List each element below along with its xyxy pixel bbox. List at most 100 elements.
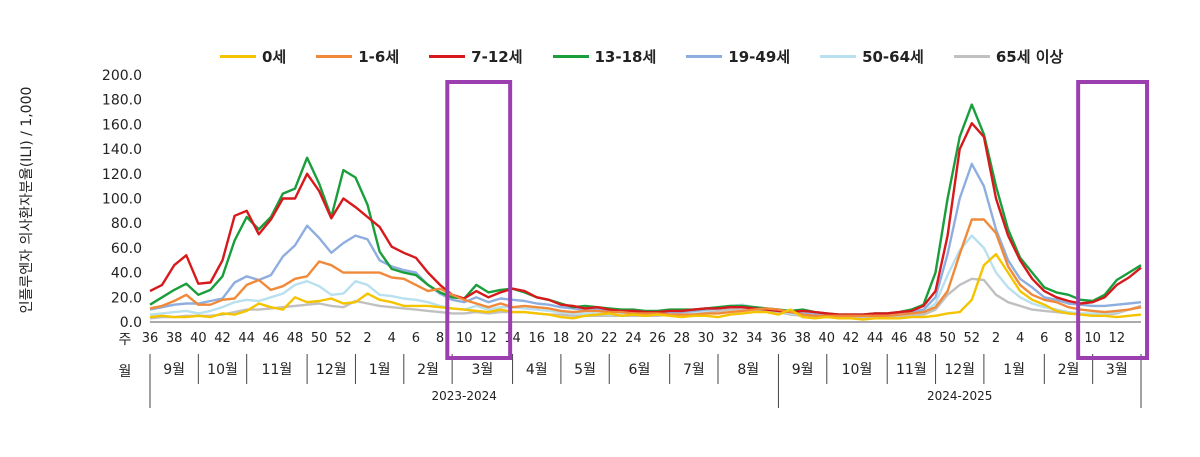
highlight-box [445, 80, 513, 360]
week-tick-label: 28 [673, 331, 690, 346]
week-tick-label: 34 [746, 331, 763, 346]
month-label: 9월 [792, 362, 814, 378]
highlight-box [1076, 80, 1150, 360]
y-tick-label: 180.0 [102, 93, 142, 109]
week-tick-label: 48 [915, 331, 932, 346]
week-tick-label: 26 [649, 331, 666, 346]
legend-label: 1-6세 [358, 48, 400, 66]
legend-item: 50-64세 [820, 46, 924, 67]
week-tick-label: 32 [722, 331, 739, 346]
week-tick-label: 44 [867, 331, 884, 346]
legend-swatch [429, 55, 466, 58]
legend-swatch [220, 55, 256, 58]
week-tick-label: 18 [553, 331, 570, 346]
month-label: 2월 [417, 362, 439, 378]
week-tick-label: 10 [456, 331, 473, 346]
month-label: 1월 [369, 362, 391, 378]
week-tick-label: 52 [335, 331, 352, 346]
week-tick-label: 2 [992, 331, 1000, 346]
week-tick-label: 6 [1040, 331, 1048, 346]
week-tick-label: 24 [625, 331, 642, 346]
legend-item: 1-6세 [316, 46, 399, 67]
week-tick-label: 8 [436, 331, 444, 346]
week-tick-label: 52 [964, 331, 981, 346]
legend-label: 7-12세 [471, 48, 523, 66]
week-tick-label: 46 [891, 331, 908, 346]
week-tick-label: 10 [1084, 331, 1101, 346]
month-label: 1월 [1003, 362, 1025, 378]
month-label: 12월 [944, 362, 975, 378]
month-label: 2월 [1058, 362, 1080, 378]
y-tick-label: 20.0 [111, 290, 142, 306]
series-line-50-64세 [149, 234, 1142, 317]
month-label: 11월 [262, 362, 293, 378]
y-tick-label: 100.0 [102, 192, 142, 208]
week-tick-label: 40 [190, 331, 207, 346]
legend: 0세 1-6세 7-12세 13-18세 19-49세 50-64세 65세 이상 [220, 46, 1093, 67]
month-label: 10월 [207, 362, 238, 378]
week-tick-label: 12 [480, 331, 497, 346]
week-tick-label: 50 [939, 331, 956, 346]
month-label: 3월 [1106, 362, 1128, 378]
y-tick-label: 40.0 [111, 266, 142, 282]
series-line-19-49세 [149, 162, 1142, 317]
season-label: 2023-2024 [432, 389, 497, 403]
week-tick-label: 46 [263, 331, 280, 346]
week-tick-label: 44 [238, 331, 255, 346]
legend-item: 19-49세 [686, 46, 790, 67]
legend-label: 0세 [262, 48, 287, 66]
week-tick-label: 38 [794, 331, 811, 346]
week-tick-label: 48 [287, 331, 304, 346]
season-label: 2024-2025 [927, 389, 992, 403]
y-tick-label: 160.0 [102, 117, 142, 133]
month-label: 4월 [526, 362, 548, 378]
week-tick-label: 36 [770, 331, 787, 346]
week-tick-label: 20 [577, 331, 594, 346]
legend-swatch [953, 55, 990, 58]
legend-item: 65세 이상 [953, 46, 1064, 67]
legend-label: 65세 이상 [995, 48, 1064, 66]
week-tick-label: 42 [843, 331, 860, 346]
legend-label: 19-49세 [728, 48, 791, 66]
week-tick-label: 38 [166, 331, 183, 346]
week-tick-label: 42 [214, 331, 231, 346]
legend-swatch [686, 55, 723, 58]
month-label: 10월 [842, 362, 873, 378]
legend-swatch [316, 55, 353, 58]
week-row-label: 주 [119, 332, 132, 348]
month-label: 3월 [471, 362, 493, 378]
month-label: 12월 [316, 362, 347, 378]
legend-label: 50-64세 [862, 48, 924, 66]
y-tick-label: 0.0 [120, 315, 142, 331]
week-tick-label: 50 [311, 331, 328, 346]
legend-item: 0세 [220, 46, 286, 67]
legend-item: 13-18세 [552, 46, 657, 67]
y-tick-label: 60.0 [111, 241, 142, 257]
month-label: 9월 [163, 362, 185, 378]
series-line-1-6세 [149, 218, 1142, 317]
week-tick-label: 4 [1016, 331, 1024, 346]
week-tick-label: 12 [1109, 331, 1126, 346]
week-tick-label: 14 [504, 331, 521, 346]
y-tick-label: 200.0 [102, 68, 142, 84]
month-label: 5월 [574, 362, 596, 378]
month-label: 7월 [683, 362, 705, 378]
month-label: 8월 [737, 362, 759, 378]
legend-swatch [552, 55, 589, 58]
month-label: 6월 [629, 362, 651, 378]
week-tick-label: 8 [1064, 331, 1072, 346]
series-line-7-12세 [149, 121, 1142, 316]
legend-label: 13-18세 [594, 48, 657, 66]
series-line-0세 [149, 252, 1142, 321]
month-label: 11월 [896, 362, 927, 378]
y-tick-label: 80.0 [111, 216, 142, 232]
week-tick-label: 30 [698, 331, 715, 346]
legend-swatch [820, 55, 857, 58]
week-tick-label: 36 [142, 331, 159, 346]
y-tick-label: 120.0 [102, 167, 142, 183]
week-tick-label: 6 [412, 331, 420, 346]
legend-item: 7-12세 [429, 46, 523, 67]
month-row-label: 월 [119, 364, 132, 380]
y-tick-label: 140.0 [102, 142, 142, 158]
